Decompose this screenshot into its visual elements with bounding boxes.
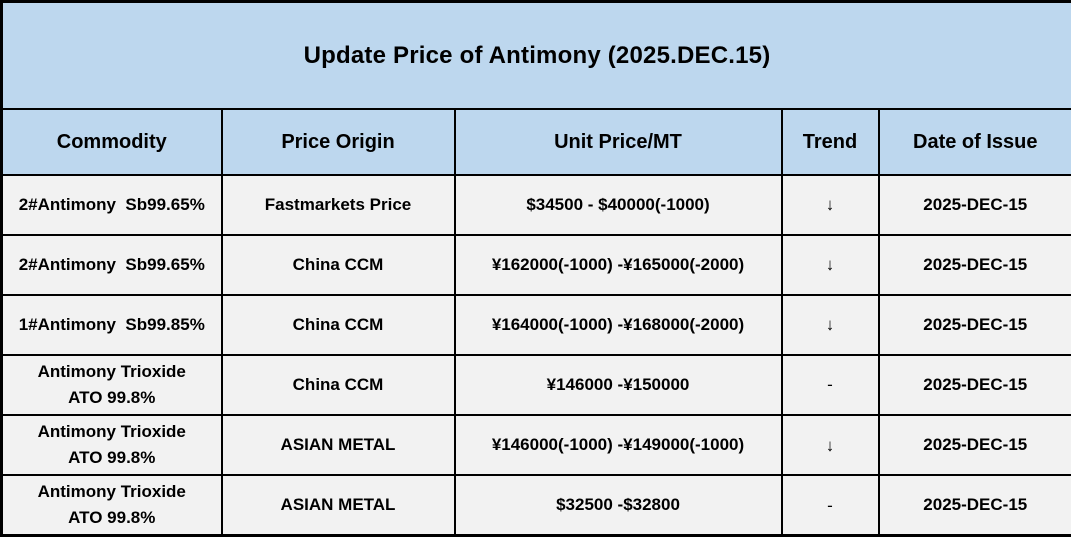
unit-price-cell: ¥146000(-1000) -¥149000(-1000) [453, 414, 783, 477]
column-header-trend: Trend [780, 108, 880, 176]
table-title: Update Price of Antimony (2025.DEC.15) [0, 0, 1071, 111]
unit-price-cell: ¥146000 -¥150000 [453, 353, 783, 417]
commodity-cell: 2#Antimony Sb99.65% [0, 233, 223, 296]
table-row: 1#Antimony Sb99.85% China CCM ¥164000(-1… [0, 293, 1071, 356]
table-row: 2#Antimony Sb99.65% Fastmarkets Price $3… [0, 173, 1071, 236]
date-of-issue-cell: 2025-DEC-15 [877, 233, 1071, 296]
table-row: Antimony Trioxide ATO 99.8% ASIAN METAL … [0, 474, 1071, 537]
date-of-issue-cell: 2025-DEC-15 [877, 414, 1071, 477]
trend-flat-dash: - [780, 353, 880, 417]
table-row: Antimony Trioxide ATO 99.8% China CCM ¥1… [0, 353, 1071, 417]
price-origin-cell: China CCM [220, 353, 456, 417]
table-row: Antimony Trioxide ATO 99.8% ASIAN METAL … [0, 414, 1071, 477]
trend-down-icon: ↓ [780, 293, 880, 356]
date-of-issue-cell: 2025-DEC-15 [877, 474, 1071, 537]
price-origin-cell: China CCM [220, 233, 456, 296]
commodity-cell: Antimony Trioxide ATO 99.8% [0, 474, 223, 537]
header-row: Commodity Price Origin Unit Price/MT Tre… [0, 108, 1071, 176]
column-header-price-origin: Price Origin [220, 108, 456, 176]
title-row: Update Price of Antimony (2025.DEC.15) [0, 0, 1071, 111]
date-of-issue-cell: 2025-DEC-15 [877, 353, 1071, 417]
unit-price-cell: ¥164000(-1000) -¥168000(-2000) [453, 293, 783, 356]
unit-price-cell: ¥162000(-1000) -¥165000(-2000) [453, 233, 783, 296]
commodity-cell: Antimony Trioxide ATO 99.8% [0, 353, 223, 417]
table-row: 2#Antimony Sb99.65% China CCM ¥162000(-1… [0, 233, 1071, 296]
commodity-cell: Antimony Trioxide ATO 99.8% [0, 414, 223, 477]
trend-flat-dash: - [780, 474, 880, 537]
unit-price-cell: $32500 -$32800 [453, 474, 783, 537]
column-header-date-of-issue: Date of Issue [877, 108, 1071, 176]
commodity-cell: 1#Antimony Sb99.85% [0, 293, 223, 356]
price-origin-cell: China CCM [220, 293, 456, 356]
commodity-cell: 2#Antimony Sb99.65% [0, 173, 223, 236]
column-header-unit-price: Unit Price/MT [453, 108, 783, 176]
price-origin-cell: ASIAN METAL [220, 474, 456, 537]
date-of-issue-cell: 2025-DEC-15 [877, 293, 1071, 356]
date-of-issue-cell: 2025-DEC-15 [877, 173, 1071, 236]
trend-down-icon: ↓ [780, 173, 880, 236]
trend-down-icon: ↓ [780, 233, 880, 296]
price-origin-cell: Fastmarkets Price [220, 173, 456, 236]
column-header-commodity: Commodity [0, 108, 223, 176]
trend-down-icon: ↓ [780, 414, 880, 477]
price-origin-cell: ASIAN METAL [220, 414, 456, 477]
unit-price-cell: $34500 - $40000(-1000) [453, 173, 783, 236]
